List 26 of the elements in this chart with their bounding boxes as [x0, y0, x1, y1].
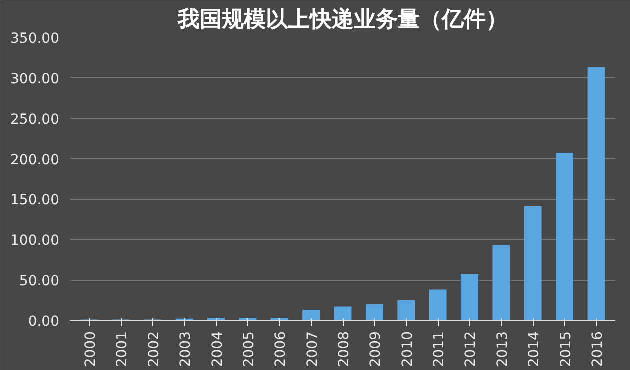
y-tick-label: 300.00 [10, 71, 60, 88]
y-tick-label: 200.00 [10, 152, 60, 168]
y-tick-label: 0.00 [28, 314, 60, 330]
x-tick-label: 2016 [590, 331, 606, 368]
x-tick-label: 2014 [526, 331, 543, 368]
x-tick-label: 2003 [178, 331, 194, 368]
x-tick-label: 2002 [146, 331, 162, 368]
y-tick-label: 50.00 [19, 274, 60, 290]
x-tick-label: 2009 [368, 331, 384, 368]
y-tick-label: 150.00 [10, 192, 60, 209]
x-tick-label: 2015 [558, 331, 574, 368]
x-tick-label: 2001 [114, 331, 131, 368]
chart-title: 我国规模以上快递业务量（亿件） [177, 6, 508, 32]
x-tick-label: 2008 [336, 331, 352, 368]
x-tick-label: 2005 [241, 331, 258, 368]
x-tick-label: 2006 [273, 331, 290, 368]
x-tick-label: 2000 [83, 331, 100, 368]
x-tick-label: 2007 [304, 331, 321, 368]
x-tick-label: 2010 [400, 331, 416, 368]
y-tick-label: 350.00 [10, 31, 60, 47]
x-tick-label: 2013 [494, 331, 511, 368]
y-tick-label: 250.00 [10, 112, 60, 128]
x-tick-label: 2004 [210, 331, 226, 368]
x-tick-label: 2011 [432, 331, 448, 368]
x-tick-label: 2012 [463, 331, 480, 368]
y-tick-label: 100.00 [10, 233, 60, 250]
